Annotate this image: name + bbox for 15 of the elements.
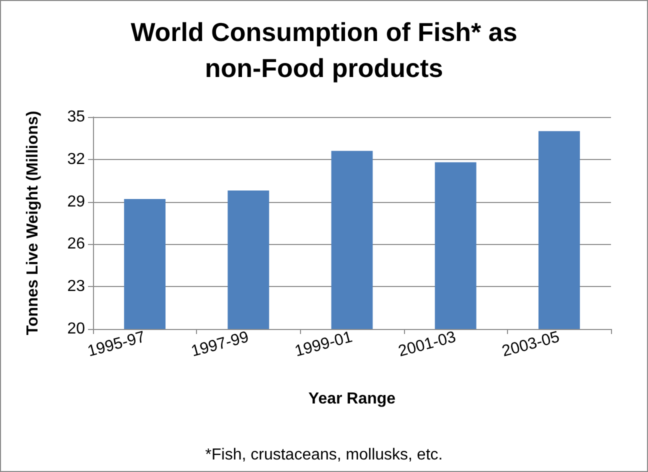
- chart-title: World Consumption of Fish* as non-Food products: [130, 17, 518, 83]
- y-tick-label: 20: [67, 320, 86, 338]
- y-tick-label: 32: [67, 150, 86, 168]
- text: *Fish, crustaceans, mollusks, etc.: [205, 446, 443, 464]
- y-tick-label: 26: [67, 236, 86, 253]
- y-tick-label: 35: [67, 108, 86, 126]
- x-tick-label: 1997-99: [189, 328, 251, 360]
- x-tick-label: 1995-97: [86, 328, 148, 360]
- y-tick-label: 29: [67, 193, 86, 210]
- x-tick-label: 1999-01: [293, 328, 354, 360]
- x-axis-title: Year Range: [308, 390, 396, 408]
- y-tick-label: 23: [67, 278, 86, 296]
- x-tick-label: 2001-03: [396, 328, 458, 360]
- y-axis-title: Tonnes Live Weight (Millions): [24, 110, 42, 336]
- x-tick-label: 2003-05: [500, 328, 562, 360]
